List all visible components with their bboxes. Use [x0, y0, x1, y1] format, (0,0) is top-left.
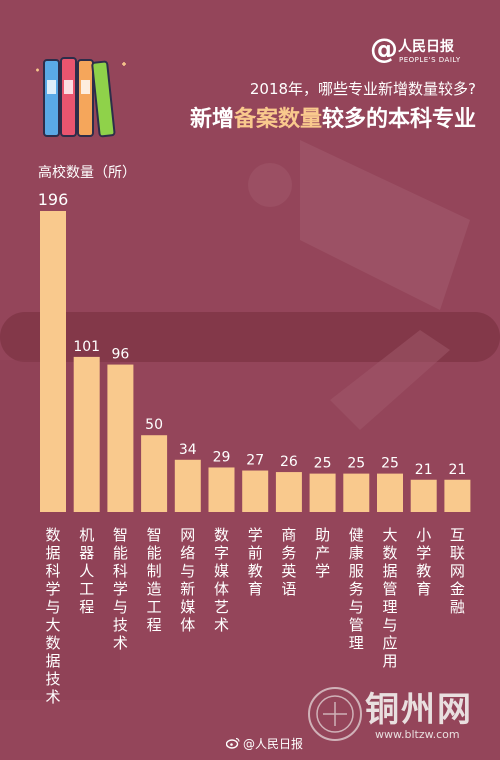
category-label-2: 智能科学与技术 [113, 526, 128, 652]
category-label-7: 商务英语 [281, 526, 296, 598]
category-label-8: 助产学 [315, 526, 330, 580]
bar-5 [208, 467, 235, 512]
bar-6 [242, 470, 269, 512]
y-axis-label: 高校数量（所） [38, 165, 136, 181]
watermark-url: www.bltzw.com [375, 728, 460, 741]
footer-weibo: @人民日报 [225, 735, 304, 752]
category-label-10: 大数据管理与应用 [382, 526, 397, 670]
bar-0 [40, 211, 66, 512]
bar-11 [410, 479, 437, 512]
footer-text: @人民日报 [243, 737, 304, 751]
bar-2 [107, 364, 134, 512]
bar-4 [174, 459, 201, 512]
logo-sub: PEOPLE'S DAILY [399, 56, 461, 64]
value-label-5: 29 [213, 449, 231, 465]
category-label-12: 互联网金融 [450, 526, 465, 616]
category-label-11: 小学教育 [416, 526, 431, 598]
category-label-3: 智能制造工程 [147, 526, 162, 634]
watermark-site: 铜州网 [365, 690, 473, 730]
value-label-12: 21 [448, 462, 466, 478]
value-label-11: 21 [415, 462, 433, 478]
chart-subtitle: 2018年，哪些专业新增数量较多? [249, 80, 476, 98]
title-part2: 较多的本科专业 [321, 107, 476, 132]
watermark: 铜州网 www.bltzw.com [305, 682, 495, 752]
bar-9 [343, 473, 370, 512]
value-label-3: 50 [145, 417, 163, 433]
category-label-1: 机器人工程 [79, 526, 94, 616]
category-label-9: 健康服务与管理 [349, 526, 364, 652]
title-part1: 新增 [189, 107, 234, 132]
category-label-0: 数据科学与大数据技术 [45, 526, 60, 706]
bar-12 [444, 479, 471, 512]
value-label-8: 25 [314, 456, 332, 472]
seal-icon [308, 687, 362, 741]
chart-title: 新增备案数量较多的本科专业 [190, 101, 476, 133]
bar-1 [73, 356, 100, 512]
peoples-daily-logo: @ 人民日报 PEOPLE'S DAILY [370, 32, 485, 66]
value-label-9: 25 [347, 456, 365, 472]
value-label-1: 101 [73, 339, 100, 355]
value-label-7: 26 [280, 454, 298, 470]
category-label-5: 数字媒体艺术 [214, 526, 229, 634]
category-label-6: 学前教育 [248, 526, 263, 598]
bar-3 [141, 435, 168, 512]
value-label-4: 34 [179, 442, 197, 458]
bar-7 [275, 472, 302, 512]
bar-8 [309, 473, 336, 512]
at-icon: @ [370, 32, 398, 65]
bar-10 [377, 473, 403, 512]
value-label-2: 96 [111, 347, 129, 363]
value-label-6: 27 [246, 453, 264, 469]
category-label-4: 网络与新媒体 [180, 526, 195, 634]
logo-text: 人民日报 [398, 39, 454, 55]
title-highlight: 备案数量 [233, 107, 322, 132]
value-label-10: 25 [381, 456, 399, 472]
weibo-icon [225, 737, 240, 749]
value-label-0: 196 [38, 190, 69, 209]
